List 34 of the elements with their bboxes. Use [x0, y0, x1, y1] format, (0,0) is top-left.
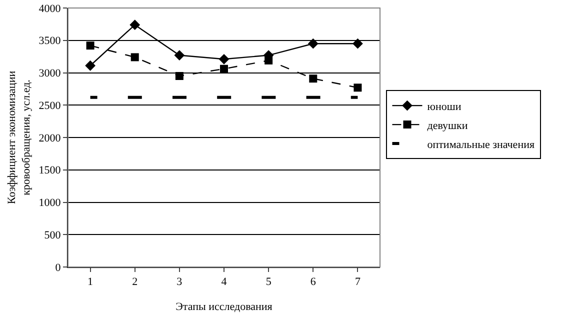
legend-label: юноши	[427, 100, 462, 113]
point	[354, 84, 362, 92]
point	[85, 60, 96, 71]
x-tick-label: 3	[176, 276, 183, 288]
legend-label: оптимальные значения	[427, 138, 535, 151]
y-axis-title: Коэффициент экономизации кровообращения, усл.ед.	[6, 70, 32, 204]
point	[130, 20, 140, 30]
y-tick-label: 2500	[38, 100, 62, 112]
point	[220, 64, 228, 73]
x-tick-label: 1	[88, 276, 94, 288]
x-tick-label: 7	[354, 276, 361, 288]
y-tick-label: 3000	[38, 68, 62, 80]
legend-label: девушки	[427, 120, 468, 132]
y-tick-label: 1000	[38, 197, 62, 210]
point	[175, 72, 184, 80]
point	[308, 38, 318, 49]
x-tick-label: 4	[221, 276, 228, 288]
x-tick-label: 5	[266, 276, 272, 288]
x-axis-title: Этапы исследования	[176, 301, 272, 313]
point	[352, 38, 363, 49]
y-tick-label: 500	[44, 229, 62, 242]
point	[174, 50, 185, 60]
y-tick-label: 0	[55, 262, 62, 274]
point	[309, 74, 318, 83]
x-tick-label: 2	[132, 276, 138, 288]
point	[86, 42, 94, 50]
point	[218, 54, 230, 64]
point	[264, 56, 273, 64]
y-tick-label: 3500	[38, 35, 62, 48]
y-tick-label: 4000	[38, 2, 62, 15]
x-tick-label: 6	[310, 276, 316, 288]
y-tick-label: 2000	[38, 132, 62, 144]
point	[130, 53, 139, 62]
y-tick-label: 1500	[38, 164, 62, 177]
